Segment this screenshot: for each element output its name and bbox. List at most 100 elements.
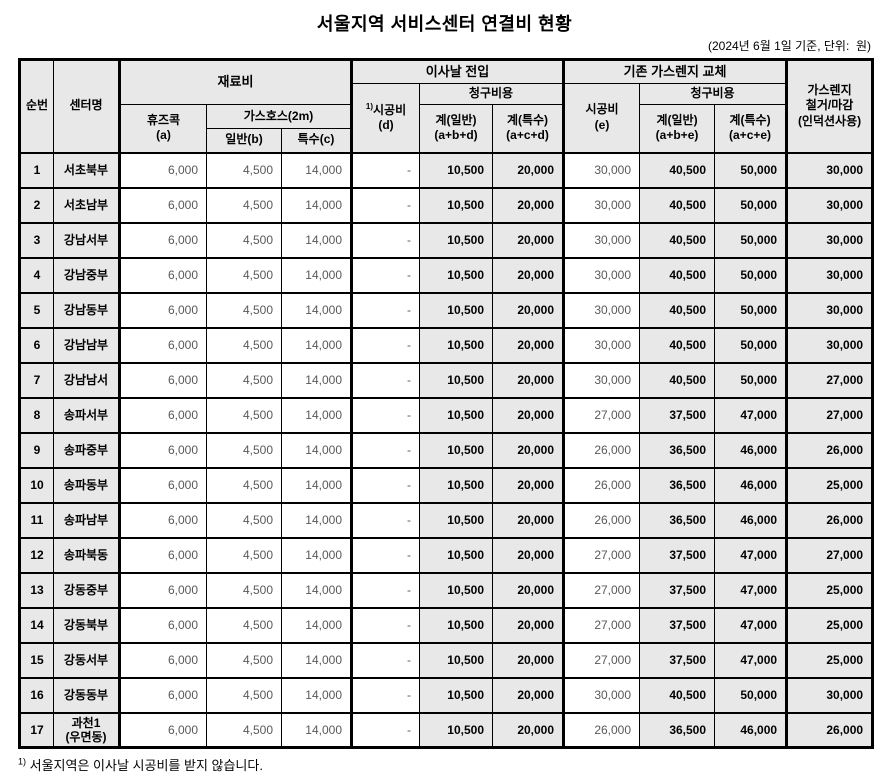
fusecock-a-cell: 6,000 (118, 536, 207, 573)
moving-construction-d-cell: - (350, 186, 420, 223)
removal-fee-cell: 30,000 (785, 186, 874, 223)
total-special-ace-cell: 47,000 (714, 641, 788, 678)
total-general-abe-cell: 40,500 (639, 326, 716, 363)
hose-general-b-cell: 4,500 (206, 536, 282, 573)
removal-fee-cell: 26,000 (785, 501, 874, 538)
center-name-cell: 강동중부 (53, 571, 120, 608)
row-number-cell: 10 (19, 466, 54, 503)
total-general-abd-cell: 10,500 (419, 711, 493, 749)
col-group-billing-replacement: 청구비용 (639, 83, 788, 105)
col-header-total-special-acd: 계(특수) (a+c+d) (491, 104, 565, 153)
total-general-abe-cell: 37,500 (639, 606, 716, 643)
table-row: 17 과천1 (우면동) 6,000 4,500 14,000-10,500 20,000… (19, 711, 874, 749)
center-name-cell: 강남서부 (53, 221, 120, 258)
removal-fee-cell: 30,000 (785, 256, 874, 293)
col-header-total-special-ace: 계(특수) (a+c+e) (714, 104, 788, 153)
removal-fee-cell: 30,000 (785, 676, 874, 713)
table-row: 6 강남남부 6,000 4,500 14,000-10,500 20,000 30,000… (19, 326, 874, 363)
footnote: 1) 서울지역은 이사날 시공비를 받지 않습니다. (18, 755, 885, 774)
fusecock-a-cell: 6,000 (118, 711, 207, 749)
col-group-range-replacement: 기존 가스렌지 교체 (562, 59, 788, 84)
total-special-acd-cell: 20,000 (491, 431, 565, 468)
col-header-hose-general-b: 일반(b) (206, 128, 282, 153)
hose-special-c-cell: 14,000 (281, 221, 352, 258)
col-header-hose-special-c: 특수(c) (281, 128, 352, 153)
col-group-moving-day: 이사날 전입 (349, 59, 565, 84)
fusecock-a-cell: 6,000 (118, 291, 207, 328)
center-name-cell: 송파남부 (53, 501, 120, 538)
total-general-abe-cell: 36,500 (639, 431, 716, 468)
total-general-abd-cell: 10,500 (419, 641, 493, 678)
fusecock-a-cell: 6,000 (118, 676, 207, 713)
removal-fee-cell: 25,000 (785, 571, 874, 608)
hose-general-b-cell: 4,500 (206, 151, 282, 188)
table-row: 2 서초남부 6,000 4,500 14,000-10,500 20,000 30,000… (19, 186, 874, 223)
subtitle-note: (2024년 6월 1일 기준, 단위: 원) (707, 39, 871, 53)
center-name-cell: 강동서부 (53, 641, 120, 678)
hose-special-c-cell: 14,000 (281, 676, 352, 713)
total-special-ace-cell: 47,000 (714, 606, 788, 643)
total-general-abe-cell: 40,500 (639, 151, 716, 188)
total-general-abe-cell: 36,500 (639, 501, 716, 538)
hose-special-c-cell: 14,000 (281, 641, 352, 678)
row-number-cell: 17 (19, 711, 54, 749)
table-row: 4 강남중부 6,000 4,500 14,000-10,500 20,000 30,000… (19, 256, 874, 293)
total-general-abd-cell: 10,500 (419, 326, 493, 363)
hose-special-c-cell: 14,000 (281, 326, 352, 363)
col-header-total-general-abe: 계(일반) (a+b+e) (639, 104, 716, 153)
total-special-acd-cell: 20,000 (491, 361, 565, 398)
fusecock-a-cell: 6,000 (118, 151, 207, 188)
hose-general-b-cell: 4,500 (206, 221, 282, 258)
hose-special-c-cell: 14,000 (281, 466, 352, 503)
total-general-abd-cell: 10,500 (419, 606, 493, 643)
moving-construction-d-cell: - (350, 536, 420, 573)
table-row: 15 강동서부 6,000 4,500 14,000-10,500 20,000 27,00… (19, 641, 874, 678)
row-number-cell: 1 (19, 151, 54, 188)
fusecock-a-cell: 6,000 (118, 396, 207, 433)
replace-construction-e-cell: 30,000 (562, 186, 641, 223)
total-general-abe-cell: 37,500 (639, 536, 716, 573)
footnote-text: 서울지역은 이사날 시공비를 받지 않습니다. (26, 758, 263, 774)
total-special-ace-cell: 46,000 (714, 711, 788, 749)
removal-fee-cell: 25,000 (785, 606, 874, 643)
total-special-acd-cell: 20,000 (491, 186, 565, 223)
total-general-abd-cell: 10,500 (419, 431, 493, 468)
total-general-abe-cell: 40,500 (639, 221, 716, 258)
hose-general-b-cell: 4,500 (206, 606, 282, 643)
total-special-ace-cell: 50,000 (714, 326, 788, 363)
total-general-abe-cell: 40,500 (639, 361, 716, 398)
center-name-cell: 강남동부 (53, 291, 120, 328)
hose-general-b-cell: 4,500 (206, 641, 282, 678)
row-number-cell: 11 (19, 501, 54, 538)
table-row: 10 송파동부 6,000 4,500 14,000-10,500 20,000 26,00… (19, 466, 874, 503)
table-row: 1 서초북부 6,000 4,500 14,000-10,500 20,000 30,000… (19, 151, 874, 188)
moving-construction-d-cell: - (350, 501, 420, 538)
fusecock-a-cell: 6,000 (118, 466, 207, 503)
total-special-ace-cell: 46,000 (714, 501, 788, 538)
row-number-cell: 8 (19, 396, 54, 433)
total-general-abd-cell: 10,500 (419, 536, 493, 573)
hose-general-b-cell: 4,500 (206, 501, 282, 538)
fusecock-a-cell: 6,000 (118, 186, 207, 223)
total-general-abe-cell: 40,500 (639, 291, 716, 328)
total-general-abd-cell: 10,500 (419, 151, 493, 188)
fusecock-a-cell: 6,000 (118, 361, 207, 398)
replace-construction-e-cell: 27,000 (562, 536, 641, 573)
col-header-fusecock-a: 휴즈콕 (a) (118, 104, 207, 153)
total-general-abd-cell: 10,500 (419, 186, 493, 223)
center-name-cell: 송파북동 (53, 536, 120, 573)
table-row: 13 강동중부 6,000 4,500 14,000-10,500 20,000 27,00… (19, 571, 874, 608)
row-number-cell: 6 (19, 326, 54, 363)
fusecock-a-cell: 6,000 (118, 431, 207, 468)
replace-construction-e-cell: 30,000 (562, 361, 641, 398)
center-name-cell: 과천1 (우면동) (53, 711, 120, 749)
moving-construction-d-cell: - (350, 396, 420, 433)
col-header-construction-d: 1)시공비 (d) (350, 83, 420, 153)
center-name-cell: 강남남서 (53, 361, 120, 398)
page-title: 서울지역 서비스센터 연결비 현황 (316, 14, 573, 34)
center-name-cell: 강동북부 (53, 606, 120, 643)
moving-construction-d-cell: - (350, 256, 420, 293)
removal-fee-cell: 30,000 (785, 291, 874, 328)
table-header: 순번 센터명 재료비 이사날 전입 기존 가스렌지 교체 가스렌지 철거/마감 … (19, 59, 874, 153)
